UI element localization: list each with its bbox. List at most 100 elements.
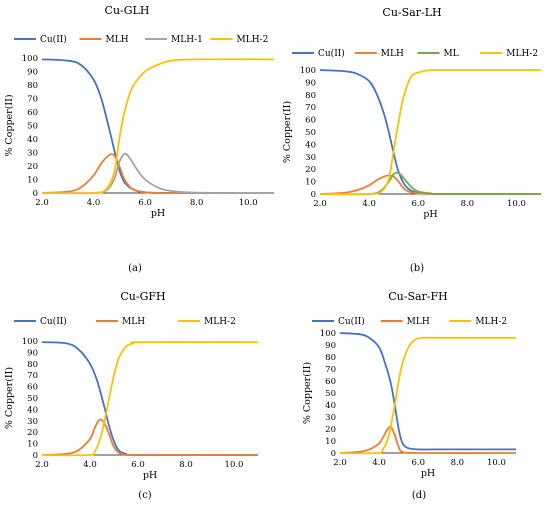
series-line	[41, 58, 275, 195]
legend-label: MLH-1	[171, 35, 203, 45]
y-tick-label: 40	[27, 405, 38, 415]
x-tick-label: 10.0	[239, 198, 258, 208]
x-tick-label: 6.0	[411, 458, 425, 468]
x-axis-label: pH	[151, 208, 165, 219]
x-tick-label: 2.0	[333, 458, 347, 468]
y-tick-label: 80	[325, 353, 336, 363]
y-tick-label: 30	[27, 417, 38, 427]
y-tick-label: 10	[27, 440, 38, 450]
y-tick-label: 0	[33, 451, 38, 461]
series-line	[41, 152, 275, 195]
y-tick-label: 10	[325, 437, 336, 447]
y-axis-label: % Copper(II)	[282, 101, 293, 163]
chart-caption: (d)	[412, 490, 426, 501]
y-tick-label: 20	[305, 165, 316, 175]
y-tick-label: 40	[27, 135, 38, 145]
series-line	[319, 68, 541, 196]
x-tick-label: 2.0	[35, 198, 49, 208]
y-tick-label: 10	[305, 178, 316, 188]
legend-item: MLH-2	[178, 317, 236, 327]
legend-item: MLH	[354, 49, 404, 59]
x-tick-label: 4.0	[83, 460, 97, 470]
y-tick-label: 100	[300, 66, 316, 76]
y-tick-label: 0	[311, 190, 316, 200]
y-axis-label: % Copper(II)	[4, 94, 15, 156]
legend-item: MLH-2	[449, 317, 507, 327]
y-tick-label: 60	[325, 377, 336, 387]
y-tick-label: 30	[305, 153, 316, 163]
legend-label: Cu(II)	[318, 48, 345, 59]
legend-item: ML	[417, 49, 459, 59]
y-tick-label: 80	[305, 91, 316, 101]
y-tick-label: 90	[305, 78, 316, 88]
legend-label: MLH-2	[475, 317, 507, 327]
legend-label: MLH	[381, 49, 404, 59]
y-tick-label: 70	[325, 365, 336, 375]
legend-label: Cu(II)	[40, 34, 67, 45]
x-tick-label: 6.0	[411, 199, 425, 209]
x-tick-label: 10.0	[225, 460, 244, 470]
series-line	[339, 336, 516, 455]
y-tick-label: 90	[27, 348, 38, 358]
y-tick-label: 50	[325, 389, 336, 399]
legend-label: MLH	[407, 317, 430, 327]
y-tick-label: 60	[305, 116, 316, 126]
y-tick-label: 80	[27, 360, 38, 370]
x-tick-label: 10.0	[507, 199, 526, 209]
series-line	[41, 418, 259, 456]
series-line	[41, 153, 275, 194]
series-line	[339, 332, 516, 451]
y-tick-label: 80	[27, 81, 38, 91]
legend-item: MLH-2	[210, 35, 269, 45]
x-axis-label: pH	[423, 209, 437, 220]
legend-item: MLH	[96, 317, 145, 327]
y-tick-label: 90	[325, 341, 336, 351]
y-tick-label: 20	[27, 428, 38, 438]
y-tick-label: 40	[305, 140, 316, 150]
legend-label: MLH	[122, 317, 145, 327]
y-tick-label: 100	[22, 54, 38, 64]
y-tick-label: 0	[331, 449, 336, 459]
y-tick-label: 70	[305, 103, 316, 113]
series-line	[41, 341, 259, 456]
chart-caption: (c)	[138, 490, 152, 501]
y-tick-label: 30	[325, 413, 336, 423]
y-tick-label: 70	[27, 371, 38, 381]
x-tick-label: 4.0	[87, 198, 101, 208]
series-line	[319, 69, 542, 195]
y-tick-label: 40	[325, 401, 336, 411]
chart-title: Cu-Sar-LH	[382, 6, 441, 19]
x-tick-label: 10.0	[487, 458, 506, 468]
y-tick-label: 90	[27, 68, 38, 78]
legend-label: ML	[444, 49, 459, 59]
y-tick-label: 60	[27, 383, 38, 393]
chart-title: Cu-GLH	[105, 4, 150, 17]
legend-item: Cu(II)	[312, 316, 365, 327]
y-axis-label: % Copper(II)	[302, 362, 313, 424]
y-tick-label: 20	[27, 162, 38, 172]
series-line	[41, 341, 259, 457]
y-tick-label: 10	[27, 176, 38, 186]
legend-item: MLH-2	[480, 49, 538, 59]
x-tick-label: 8.0	[179, 460, 193, 470]
x-tick-label: 2.0	[313, 199, 327, 209]
legend-label: MLH-2	[506, 49, 538, 59]
y-tick-label: 20	[325, 425, 336, 435]
series-line	[319, 174, 542, 195]
series-line	[319, 171, 542, 196]
x-tick-label: 8.0	[190, 198, 204, 208]
chart-1: Cu-GLH Cu(II) MLH MLH-1 MLH-2 0 10 20 30 40 50 60 70…	[4, 4, 275, 274]
y-tick-label: 50	[305, 128, 316, 138]
legend-label: Cu(II)	[338, 316, 365, 327]
y-tick-label: 50	[27, 394, 38, 404]
y-tick-label: 50	[27, 122, 38, 132]
legend-label: MLH-2	[237, 35, 269, 45]
x-tick-label: 8.0	[461, 199, 475, 209]
x-tick-label: 4.0	[372, 458, 386, 468]
legend-label: MLH	[106, 35, 129, 45]
legend-item: MLH-1	[145, 35, 203, 45]
chart-title: Cu-GFH	[120, 290, 165, 303]
legend-item: MLH	[79, 35, 129, 45]
